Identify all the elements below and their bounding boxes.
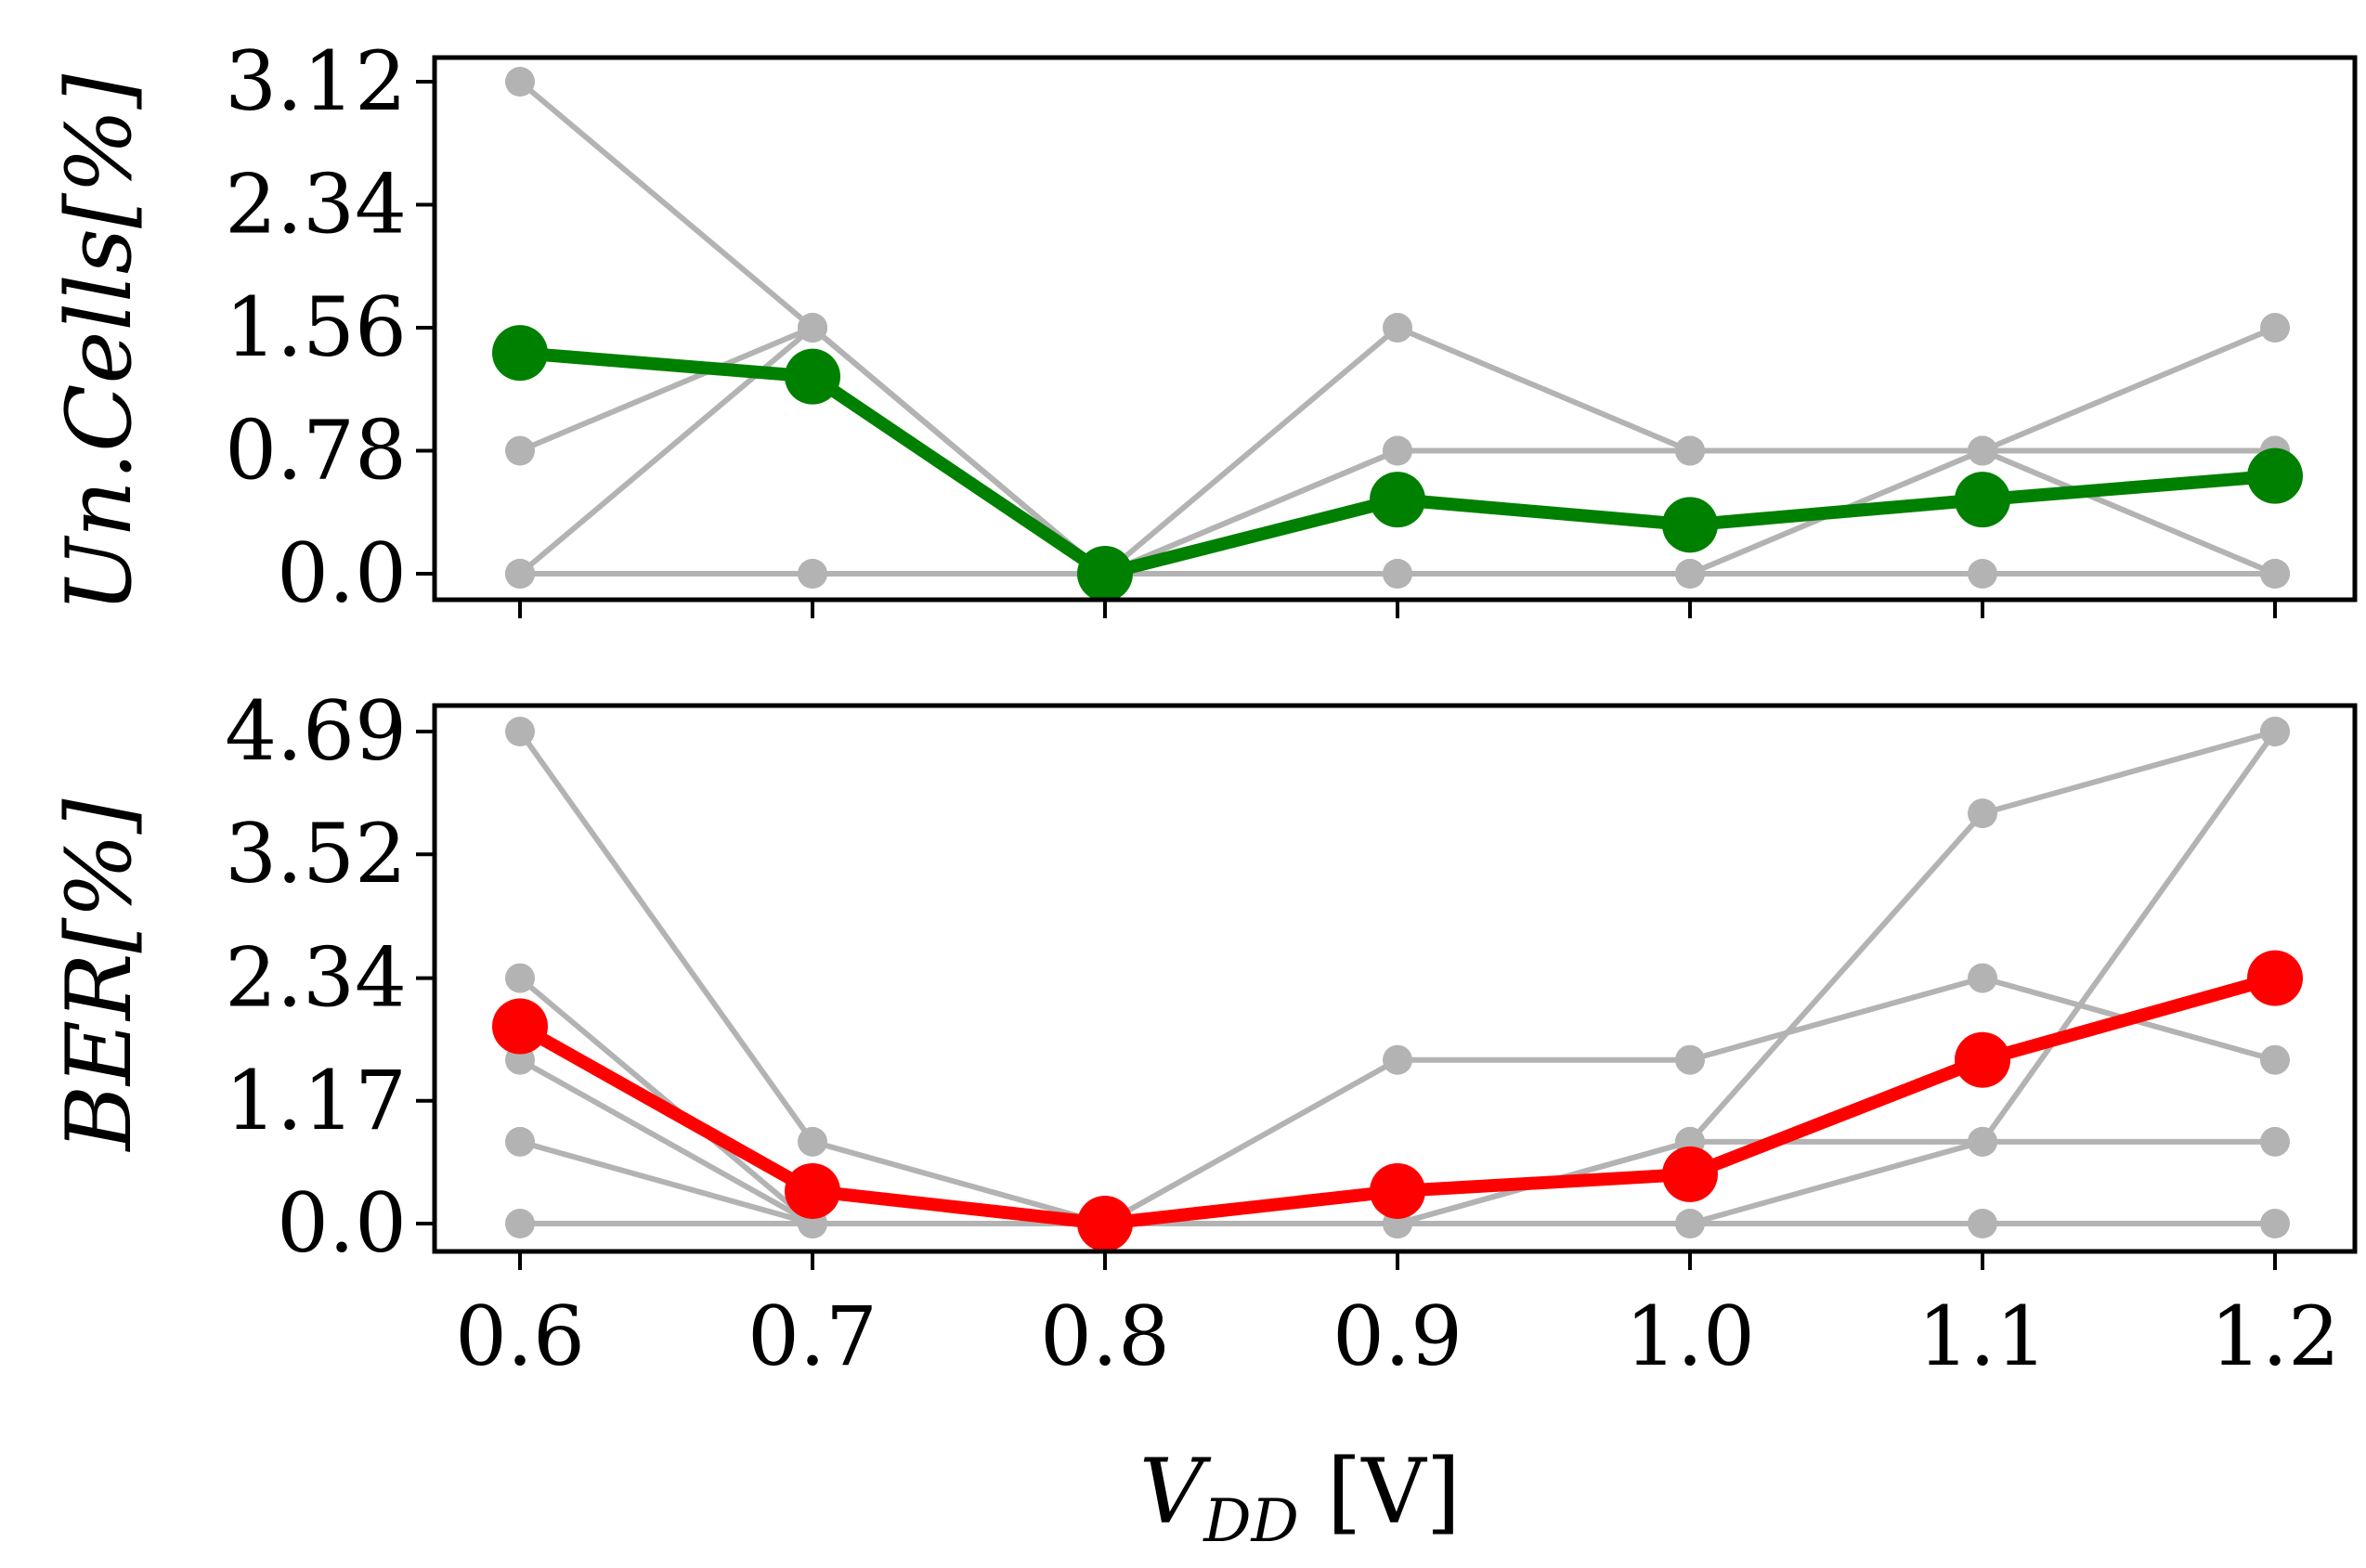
top-grey-point bbox=[1383, 435, 1412, 466]
top-grey-point bbox=[505, 435, 535, 466]
x-tick-label: 0.8 bbox=[1040, 1289, 1170, 1384]
top-grey-point bbox=[1383, 559, 1412, 589]
top-grey-point bbox=[798, 313, 827, 343]
bottom-mean-point bbox=[492, 998, 548, 1055]
top-grey-point bbox=[1968, 435, 1997, 466]
bottom-mean-point bbox=[2247, 950, 2303, 1006]
top-mean-point bbox=[2247, 447, 2303, 504]
bottom-grey-point bbox=[1968, 1126, 1997, 1157]
top-grey-point bbox=[2260, 559, 2290, 589]
x-tick-label: 1.0 bbox=[1625, 1289, 1755, 1384]
bottom-grey-point bbox=[1675, 1209, 1705, 1238]
x-axis-label: VDD [V] bbox=[1139, 1440, 1461, 1556]
top-y-tick-label: 0.0 bbox=[277, 525, 407, 621]
bottom-grey-point bbox=[505, 717, 535, 746]
top-mean-point bbox=[1955, 472, 2010, 528]
top-grey-point bbox=[505, 559, 535, 589]
bottom-mean-point bbox=[785, 1162, 840, 1219]
bottom-y-tick-label: 3.52 bbox=[225, 806, 407, 901]
bottom-grey-point bbox=[1675, 1044, 1705, 1075]
top-y-tick-label: 1.56 bbox=[225, 279, 407, 375]
top-y-tick-label: 3.12 bbox=[225, 33, 407, 129]
top-mean-point bbox=[1077, 546, 1133, 602]
bottom-grey-point bbox=[505, 963, 535, 993]
x-axis-label-main: V bbox=[1139, 1440, 1212, 1544]
x-tick-label: 0.7 bbox=[748, 1289, 878, 1384]
top-grey-point bbox=[1968, 559, 1997, 589]
top-mean-point bbox=[1662, 497, 1718, 553]
bottom-grey-point bbox=[1968, 963, 1997, 993]
top-mean-point bbox=[785, 348, 840, 405]
bottom-grey-point bbox=[1968, 798, 1997, 829]
top-grey-point bbox=[1383, 313, 1412, 343]
x-tick-label: 1.2 bbox=[2210, 1289, 2340, 1384]
top-grey-point bbox=[505, 67, 535, 97]
top-y-axis-label: Un.Cells[%] bbox=[47, 73, 151, 613]
x-tick-label: 1.1 bbox=[1918, 1289, 2048, 1384]
x-tick-label: 0.9 bbox=[1332, 1289, 1462, 1384]
top-mean-point bbox=[1370, 472, 1425, 528]
x-tick-label: 0.6 bbox=[455, 1289, 585, 1384]
top-grey-point bbox=[1675, 559, 1705, 589]
bottom-y-tick-label: 1.17 bbox=[225, 1053, 407, 1148]
bottom-grey-point bbox=[505, 1209, 535, 1238]
bottom-panel: 0.0 1.17 2.34 3.52 4.69 0.6 0.7 0.8 0.9 1.0 1.1 1.2 bbox=[225, 683, 2358, 1384]
top-y-tick-label: 2.34 bbox=[225, 157, 407, 253]
bottom-mean-point bbox=[1077, 1196, 1133, 1251]
top-mean-point bbox=[492, 325, 548, 382]
top-plot-frame bbox=[432, 55, 2358, 603]
top-grey-point bbox=[798, 559, 827, 589]
bottom-grey-point bbox=[2260, 1126, 2290, 1157]
bottom-grey-point bbox=[1968, 1209, 1997, 1238]
bottom-grey-point bbox=[1383, 1044, 1412, 1075]
bottom-y-tick-label: 4.69 bbox=[225, 683, 407, 779]
bottom-plot-frame bbox=[432, 703, 2358, 1254]
bottom-y-tick-label: 0.0 bbox=[277, 1175, 407, 1271]
top-grey-point bbox=[2260, 313, 2290, 343]
bottom-grey-point bbox=[798, 1126, 827, 1157]
top-panel: 0.0 0.78 1.56 2.34 3.12 bbox=[225, 33, 2358, 621]
x-axis-label-subscript: DD bbox=[1202, 1487, 1299, 1556]
bottom-y-tick-label: 2.34 bbox=[225, 930, 407, 1026]
bottom-y-axis-label: BER[%] bbox=[47, 798, 151, 1153]
bottom-grey-point bbox=[2260, 1209, 2290, 1238]
bottom-mean-point bbox=[1370, 1162, 1425, 1219]
bottom-grey-point bbox=[2260, 1044, 2290, 1075]
bottom-mean-point bbox=[1662, 1146, 1718, 1202]
x-axis-label-unit: [V] bbox=[1327, 1440, 1461, 1544]
top-grey-point bbox=[1675, 435, 1705, 466]
bottom-mean-point bbox=[1955, 1031, 2010, 1088]
bottom-grey-point bbox=[2260, 717, 2290, 746]
top-y-tick-label: 0.78 bbox=[225, 403, 407, 499]
bottom-grey-point bbox=[505, 1126, 535, 1157]
